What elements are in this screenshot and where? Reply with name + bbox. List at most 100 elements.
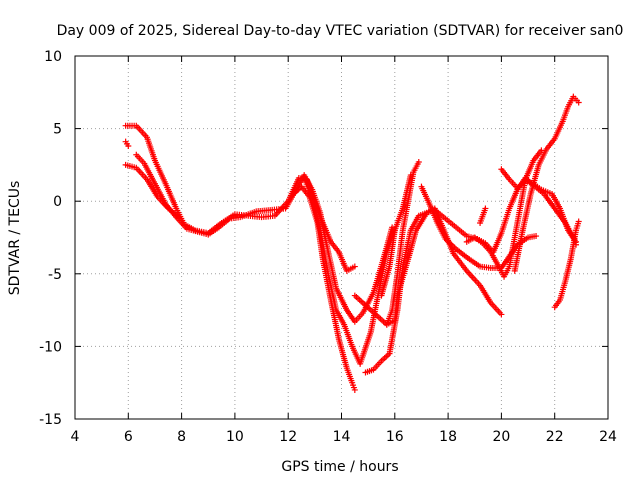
sample-marker bbox=[529, 159, 536, 166]
sample-marker bbox=[394, 309, 401, 316]
sample-marker bbox=[214, 225, 221, 232]
sample-marker bbox=[369, 291, 376, 298]
x-tick-label: 18 bbox=[439, 429, 457, 445]
series-arc-n bbox=[463, 147, 545, 280]
x-tick-label: 8 bbox=[177, 429, 186, 445]
sample-marker bbox=[564, 225, 571, 232]
sample-marker bbox=[131, 164, 138, 171]
sample-marker bbox=[433, 218, 440, 225]
sample-marker bbox=[161, 199, 168, 206]
sample-marker bbox=[332, 305, 339, 312]
sample-marker bbox=[171, 212, 178, 219]
x-tick-label: 16 bbox=[386, 429, 404, 445]
sample-marker bbox=[537, 149, 544, 156]
sample-marker bbox=[340, 319, 347, 326]
sample-marker bbox=[150, 178, 157, 185]
sample-marker bbox=[546, 190, 553, 197]
y-axis-label: SDTVAR / TECUs bbox=[7, 181, 23, 296]
sample-marker bbox=[451, 222, 458, 229]
y-tick-label: 5 bbox=[53, 122, 62, 138]
sample-marker bbox=[367, 330, 374, 337]
sample-marker bbox=[555, 298, 562, 305]
sample-marker bbox=[505, 207, 512, 214]
sample-marker bbox=[567, 258, 574, 265]
sample-marker bbox=[542, 147, 549, 154]
y-tick-label: 0 bbox=[53, 194, 62, 210]
sample-marker bbox=[550, 203, 557, 210]
sample-marker bbox=[358, 298, 365, 305]
x-tick-label: 12 bbox=[279, 429, 297, 445]
sample-marker bbox=[343, 363, 350, 370]
sample-marker bbox=[192, 228, 199, 235]
sample-marker bbox=[384, 352, 391, 359]
axis-ticks bbox=[74, 55, 609, 420]
sample-marker bbox=[151, 155, 158, 162]
sample-marker bbox=[516, 207, 523, 214]
sample-marker bbox=[251, 209, 258, 216]
sample-marker bbox=[481, 207, 488, 214]
sample-marker bbox=[441, 233, 448, 240]
sample-marker bbox=[316, 207, 323, 214]
grid bbox=[75, 56, 608, 419]
x-tick-label: 22 bbox=[546, 429, 564, 445]
sample-marker bbox=[475, 280, 482, 287]
sample-marker bbox=[172, 203, 179, 210]
sample-marker bbox=[308, 193, 315, 200]
sample-marker bbox=[505, 174, 512, 181]
sample-marker bbox=[376, 359, 383, 366]
sample-marker bbox=[280, 205, 287, 212]
sample-marker bbox=[536, 185, 543, 192]
sample-marker bbox=[425, 199, 432, 206]
chart-title: Day 009 of 2025, Sidereal Day-to-day VTE… bbox=[57, 23, 624, 39]
sample-marker bbox=[358, 311, 365, 318]
sample-marker bbox=[513, 188, 520, 195]
x-axis-label: GPS time / hours bbox=[281, 459, 398, 475]
sample-marker bbox=[407, 229, 414, 236]
x-tick-label: 24 bbox=[599, 429, 617, 445]
data-points bbox=[122, 93, 582, 393]
sample-marker bbox=[451, 244, 458, 251]
sample-marker bbox=[335, 334, 342, 341]
sample-marker bbox=[139, 158, 146, 165]
sample-marker bbox=[123, 140, 130, 147]
sample-marker bbox=[519, 229, 526, 236]
sample-marker bbox=[561, 280, 568, 287]
sample-marker bbox=[575, 220, 582, 227]
sample-marker bbox=[316, 225, 323, 232]
sample-marker bbox=[235, 214, 242, 221]
y-tick-label: -5 bbox=[48, 267, 62, 283]
sample-marker bbox=[494, 261, 501, 268]
y-tick-label: 10 bbox=[44, 49, 62, 65]
y-tick-label: -10 bbox=[39, 339, 62, 355]
series-arc-p bbox=[511, 93, 582, 274]
x-tick-label: 10 bbox=[226, 429, 244, 445]
sample-marker bbox=[224, 217, 231, 224]
sample-marker bbox=[520, 179, 527, 186]
sample-marker bbox=[462, 266, 469, 273]
sample-marker bbox=[203, 231, 210, 238]
series-arc-j bbox=[378, 172, 414, 299]
sample-marker bbox=[324, 268, 331, 275]
sample-marker bbox=[511, 236, 518, 243]
x-tick-label: 14 bbox=[333, 429, 351, 445]
sample-marker bbox=[368, 367, 375, 374]
sample-marker bbox=[348, 341, 355, 348]
sample-marker bbox=[269, 212, 276, 219]
sample-marker bbox=[142, 132, 149, 139]
sample-marker bbox=[464, 255, 471, 262]
sample-marker bbox=[342, 305, 349, 312]
series-arc-m bbox=[477, 205, 489, 226]
sample-marker bbox=[497, 232, 504, 239]
sample-marker bbox=[414, 161, 421, 168]
sample-marker bbox=[449, 248, 456, 255]
sample-marker bbox=[535, 163, 542, 170]
sample-marker bbox=[486, 247, 493, 254]
sample-marker bbox=[399, 207, 406, 214]
sample-marker bbox=[407, 174, 414, 181]
sample-marker bbox=[422, 211, 429, 218]
x-tick-label: 4 bbox=[71, 429, 80, 445]
sample-marker bbox=[486, 298, 493, 305]
sample-marker bbox=[531, 233, 538, 240]
sample-marker bbox=[404, 200, 411, 207]
